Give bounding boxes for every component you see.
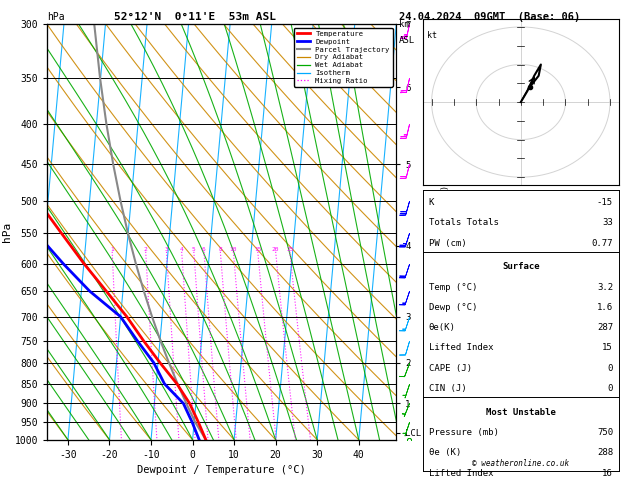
Text: 3.2: 3.2 [597,282,613,292]
Text: Dewp (°C): Dewp (°C) [428,303,477,312]
Text: hPa: hPa [47,12,65,22]
Text: CAPE (J): CAPE (J) [428,364,472,373]
Text: 1.6: 1.6 [597,303,613,312]
Text: 288: 288 [597,448,613,457]
Text: km: km [399,20,409,30]
Text: 4: 4 [180,247,184,252]
Text: Temp (°C): Temp (°C) [428,282,477,292]
Text: -15: -15 [597,198,613,207]
Text: 15: 15 [254,247,262,252]
Text: 10: 10 [230,247,237,252]
Text: Most Unstable: Most Unstable [486,408,556,417]
Text: Lifted Index: Lifted Index [428,344,493,352]
Text: Surface: Surface [502,262,540,271]
Text: Lifted Index: Lifted Index [428,469,493,478]
Text: kt: kt [427,31,437,40]
Text: 25: 25 [286,247,294,252]
Text: θe(K): θe(K) [428,323,455,332]
Text: Pressure (mb): Pressure (mb) [428,428,498,437]
Text: 52°12'N  0°11'E  53m ASL: 52°12'N 0°11'E 53m ASL [114,12,276,22]
Text: 20: 20 [272,247,279,252]
Text: 0.77: 0.77 [591,239,613,247]
X-axis label: Dewpoint / Temperature (°C): Dewpoint / Temperature (°C) [137,465,306,475]
Text: 2: 2 [144,247,148,252]
Text: © weatheronline.co.uk: © weatheronline.co.uk [472,459,569,468]
Y-axis label: hPa: hPa [2,222,12,242]
Text: 3: 3 [165,247,169,252]
Y-axis label: Mixing Ratio (g/kg): Mixing Ratio (g/kg) [441,185,450,279]
Text: 5: 5 [192,247,196,252]
Text: PW (cm): PW (cm) [428,239,466,247]
Text: CIN (J): CIN (J) [428,384,466,393]
Text: θe (K): θe (K) [428,448,461,457]
Text: 33: 33 [603,218,613,227]
Text: 0: 0 [608,364,613,373]
Legend: Temperature, Dewpoint, Parcel Trajectory, Dry Adiabat, Wet Adiabat, Isotherm, Mi: Temperature, Dewpoint, Parcel Trajectory… [294,28,392,87]
Text: 8: 8 [218,247,222,252]
Text: 1: 1 [110,247,114,252]
Text: 15: 15 [603,344,613,352]
Text: 24.04.2024  09GMT  (Base: 06): 24.04.2024 09GMT (Base: 06) [399,12,580,22]
Text: 0: 0 [608,384,613,393]
Text: 16: 16 [603,469,613,478]
Text: ASL: ASL [399,36,415,46]
Text: 750: 750 [597,428,613,437]
Text: K: K [428,198,434,207]
Text: Totals Totals: Totals Totals [428,218,498,227]
Text: 287: 287 [597,323,613,332]
Text: 6: 6 [202,247,206,252]
